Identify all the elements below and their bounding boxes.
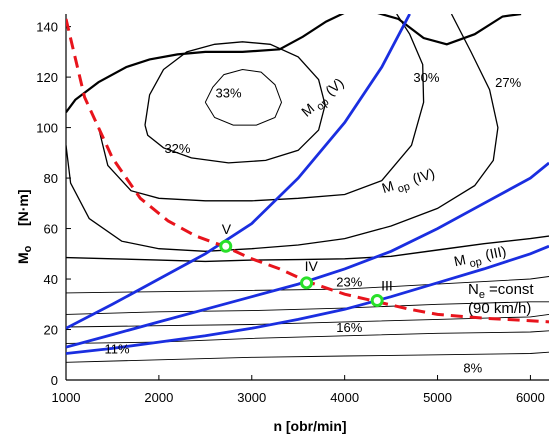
efficiency-contour [66, 330, 549, 344]
efficiency-contour [66, 276, 549, 294]
power-symbol: N [468, 281, 479, 298]
y-tick-label: 140 [36, 20, 58, 35]
contour-label: 8% [463, 360, 482, 375]
efficiency-contour [66, 14, 499, 252]
intersection-point [219, 239, 233, 253]
gear-line [66, 244, 549, 355]
x-axis-title: n [obr/min] [273, 418, 346, 434]
y-axis-symbol: M [15, 252, 31, 264]
intersection-label: V [222, 221, 232, 237]
contour-layer [66, 14, 549, 363]
contour-label: 23% [336, 275, 362, 290]
gear-line [66, 161, 549, 349]
gear-label-subscript: op [396, 181, 411, 196]
gear-label-symbol: M [452, 251, 467, 269]
efficiency-contour [66, 313, 549, 328]
efficiency-contour [97, 14, 425, 202]
contour-label: 27% [495, 75, 521, 90]
gear-line-label: Mop(III) [452, 243, 508, 274]
gear-label-gear: (IV) [410, 165, 436, 187]
gear-line [66, 14, 411, 330]
y-tick-label: 80 [44, 171, 58, 186]
series-layer [66, 14, 549, 355]
x-tick-label: 4000 [330, 390, 359, 405]
power-subscript: e [479, 289, 485, 301]
intersection-label: IV [305, 258, 319, 274]
y-axis-title: Mo [N·m] [15, 189, 34, 264]
y-axis-unit: [N·m] [15, 189, 31, 226]
power-curve-speed: (90 km/h) [468, 300, 531, 317]
torque-boundary-curve [66, 14, 522, 114]
x-tick-label: 5000 [423, 390, 452, 405]
gear-label-symbol: M [380, 177, 396, 196]
y-tick-label: 0 [51, 373, 58, 388]
y-tick-label: 120 [36, 70, 58, 85]
contour-label: 30% [413, 70, 439, 85]
y-axis-subscript: o [22, 245, 34, 252]
gear-line-label: Mop(V) [298, 74, 349, 122]
x-tick-label: 6000 [516, 390, 545, 405]
power-const: =const [489, 281, 534, 298]
contour-label: 32% [164, 141, 190, 156]
y-axis-title-main: Mo [15, 245, 34, 264]
efficiency-contour [66, 235, 549, 263]
efficiency-contour [66, 351, 549, 363]
x-tick-label: 1000 [52, 390, 81, 405]
gear-label-gear: (V) [322, 74, 347, 98]
contour-label: 16% [336, 320, 362, 335]
efficiency-contour [204, 68, 283, 126]
y-tick-label: 60 [44, 222, 58, 237]
gear-label-subscript: op [468, 256, 482, 270]
intersection-point [370, 293, 384, 307]
power-curve-label: Ne =const [468, 281, 534, 301]
x-tick-label: 2000 [144, 390, 173, 405]
y-tick-label: 40 [44, 272, 58, 287]
gear-label-subscript: op [314, 96, 331, 113]
y-tick-label: 20 [44, 323, 58, 338]
axes: 1000 2000 3000 4000 5000 6000 0 20 40 60 80 100 120 1… [36, 14, 549, 405]
x-tick-label: 3000 [237, 390, 266, 405]
contour-label: 33% [216, 85, 242, 100]
power-constant-curve [66, 18, 549, 324]
y-tick-label: 100 [36, 121, 58, 136]
intersection-point [300, 276, 314, 290]
intersection-label: III [381, 277, 393, 293]
gear-label-gear: (III) [484, 243, 508, 263]
gear-line-label: Mop(IV) [380, 165, 438, 200]
contour-label: 11% [105, 341, 130, 356]
